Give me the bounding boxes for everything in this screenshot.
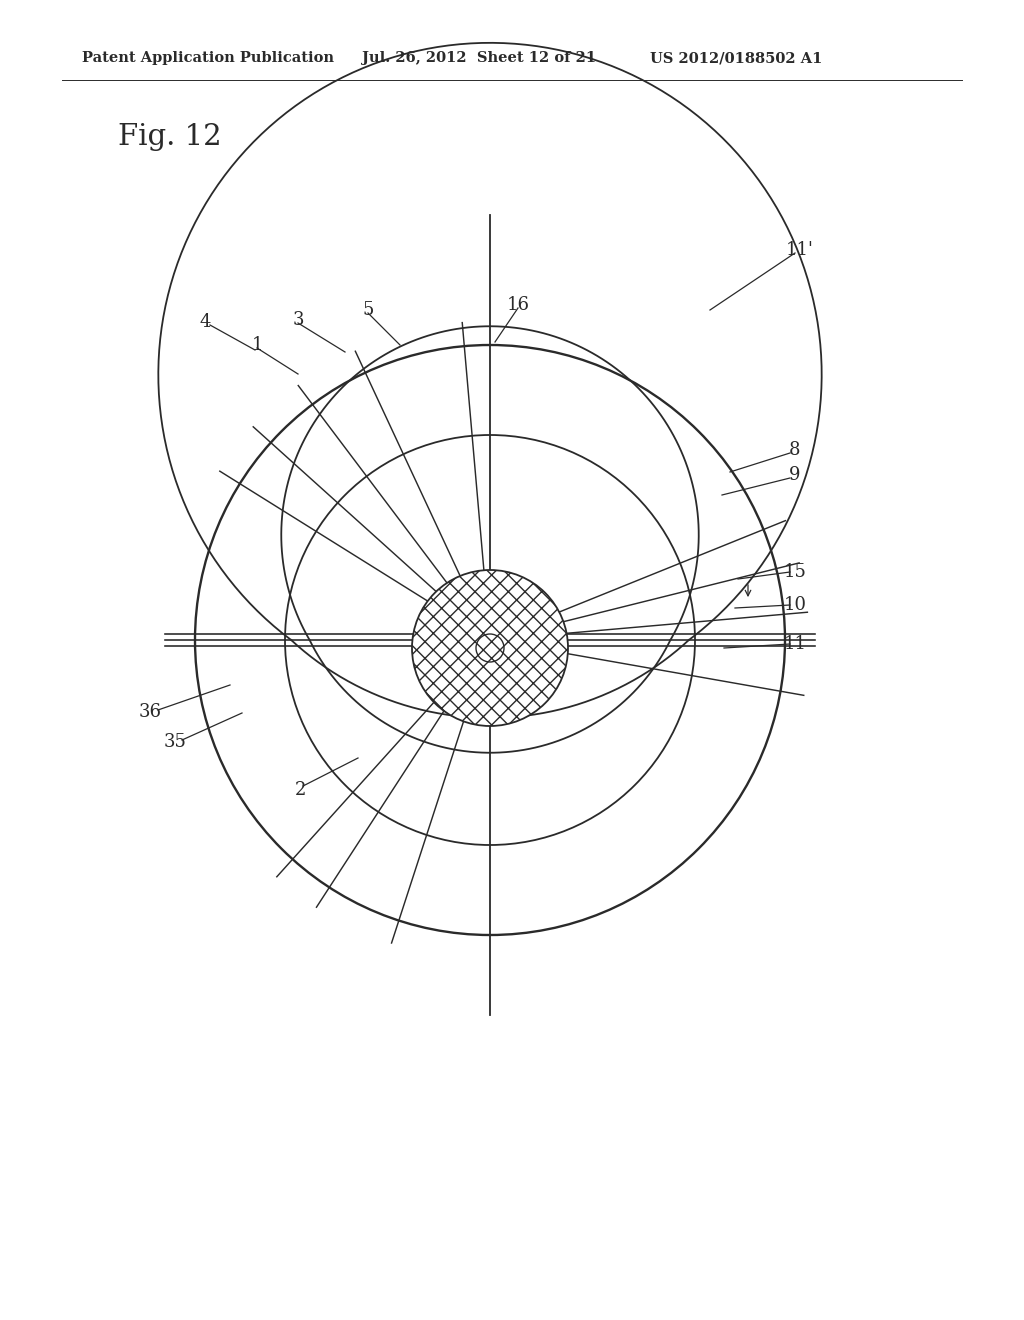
Circle shape <box>412 570 568 726</box>
Text: Fig. 12: Fig. 12 <box>118 123 221 150</box>
Text: Jul. 26, 2012  Sheet 12 of 21: Jul. 26, 2012 Sheet 12 of 21 <box>362 51 596 65</box>
Text: 1: 1 <box>251 337 263 354</box>
Text: 36: 36 <box>138 704 162 721</box>
Text: 2: 2 <box>294 781 306 799</box>
Text: US 2012/0188502 A1: US 2012/0188502 A1 <box>650 51 822 65</box>
Text: 3: 3 <box>292 312 304 329</box>
Text: 5: 5 <box>362 301 374 319</box>
Text: 10: 10 <box>783 597 807 614</box>
Text: 15: 15 <box>783 564 807 581</box>
Text: 11': 11' <box>786 242 814 259</box>
Text: Patent Application Publication: Patent Application Publication <box>82 51 334 65</box>
Text: 9: 9 <box>790 466 801 484</box>
Text: 4: 4 <box>200 313 211 331</box>
Text: 35: 35 <box>164 733 186 751</box>
Text: 16: 16 <box>507 296 529 314</box>
Text: 11: 11 <box>783 635 807 653</box>
Text: 8: 8 <box>790 441 801 459</box>
